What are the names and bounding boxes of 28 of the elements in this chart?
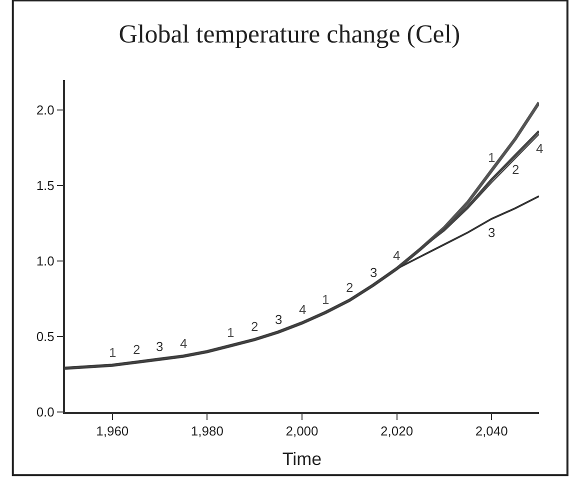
text: 1 — [322, 292, 330, 307]
x-axis-title: Time — [282, 449, 322, 470]
x-tick-label: 1,960 — [96, 424, 129, 439]
text: 2 — [346, 280, 354, 295]
text: 1 — [109, 345, 116, 360]
y-tick-label: 0.5 — [36, 329, 54, 344]
text: 3 — [156, 339, 164, 354]
y-tick-label: 0.0 — [36, 404, 54, 420]
y-tick-label: 1.0 — [36, 254, 54, 269]
x-tick-label: 1,980 — [190, 424, 224, 439]
text: 4 — [180, 336, 188, 351]
y-tick-label: 2.0 — [36, 102, 54, 118]
text: 3 — [275, 312, 282, 327]
text: 2 — [133, 342, 140, 357]
y-tick-label: 1.5 — [36, 178, 54, 194]
x-tick-label: 2,040 — [475, 424, 508, 439]
text: 1 — [227, 325, 234, 340]
text: 3 — [488, 225, 496, 240]
series-label: 4 — [393, 248, 400, 263]
series-label: 1 — [488, 150, 496, 165]
text: 2 — [251, 319, 258, 334]
x-tick-label: 2,020 — [380, 424, 414, 439]
text: 4 — [299, 302, 306, 317]
chart-title: Global temperature change (Cel) — [118, 20, 460, 49]
text: 4 — [536, 141, 544, 156]
series-label: 3 — [370, 265, 378, 280]
series-label: 2 — [512, 162, 520, 177]
x-tick-label: 2,000 — [286, 424, 318, 439]
